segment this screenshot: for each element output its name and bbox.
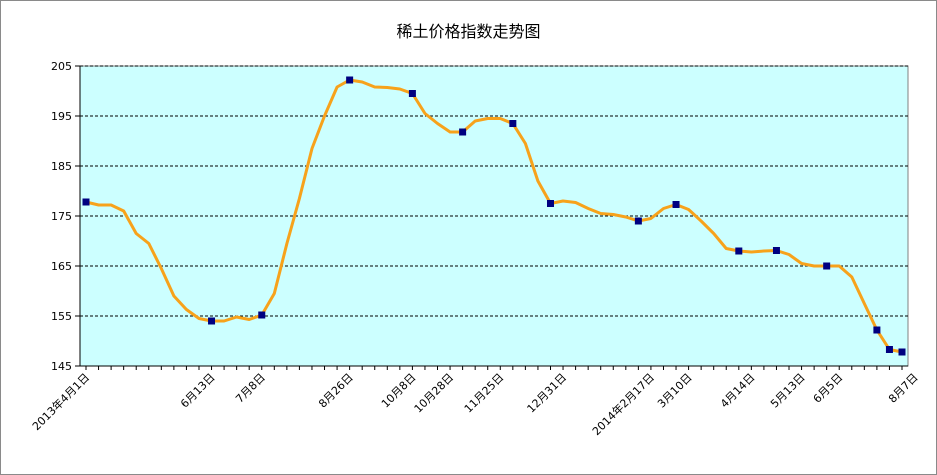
x-tick-label: 10月28日 — [412, 371, 457, 416]
data-point-marker — [634, 217, 642, 225]
data-point-marker — [823, 262, 831, 270]
x-tick-label: 12月31日 — [525, 371, 570, 416]
data-point-marker — [735, 247, 743, 255]
data-point-marker — [885, 346, 893, 353]
data-point-marker — [772, 247, 780, 254]
y-tick-label: 165 — [51, 260, 72, 273]
x-tick-label: 4月14日 — [718, 371, 758, 411]
y-tick-label: 155 — [51, 310, 72, 323]
data-point-marker — [346, 76, 354, 84]
y-tick-label: 195 — [51, 110, 72, 123]
data-point-marker — [672, 201, 680, 208]
y-tick-label: 175 — [51, 210, 72, 223]
y-tick-label: 145 — [51, 360, 72, 373]
y-tick-label: 205 — [51, 60, 72, 73]
y-tick-label: 185 — [51, 160, 72, 173]
data-point-marker — [898, 348, 906, 356]
x-tick-label: 2013年4月1日 — [29, 370, 92, 433]
x-tick-label: 6月13日 — [178, 371, 218, 411]
data-point-marker — [459, 128, 467, 136]
data-point-marker — [509, 120, 517, 127]
data-point-marker — [82, 198, 90, 206]
x-tick-label: 6月5日 — [811, 371, 846, 406]
x-tick-label: 3月10日 — [655, 371, 695, 411]
series-line — [84, 78, 904, 354]
data-point-marker — [408, 90, 416, 97]
x-tick-label: 5月13日 — [768, 371, 808, 411]
data-point-marker — [873, 326, 881, 334]
data-point-marker — [258, 311, 266, 319]
x-tick-label: 8月7日 — [886, 371, 921, 406]
data-point-marker — [546, 200, 554, 207]
data-point-marker — [208, 317, 216, 325]
chart-title: 稀土价格指数走势图 — [396, 22, 541, 41]
x-tick-label: 8月26日 — [316, 371, 356, 411]
x-tick-label: 2014年2月17日 — [589, 370, 657, 438]
x-tick-label: 11月25日 — [462, 371, 507, 416]
x-tick-label: 7月8日 — [233, 371, 268, 406]
